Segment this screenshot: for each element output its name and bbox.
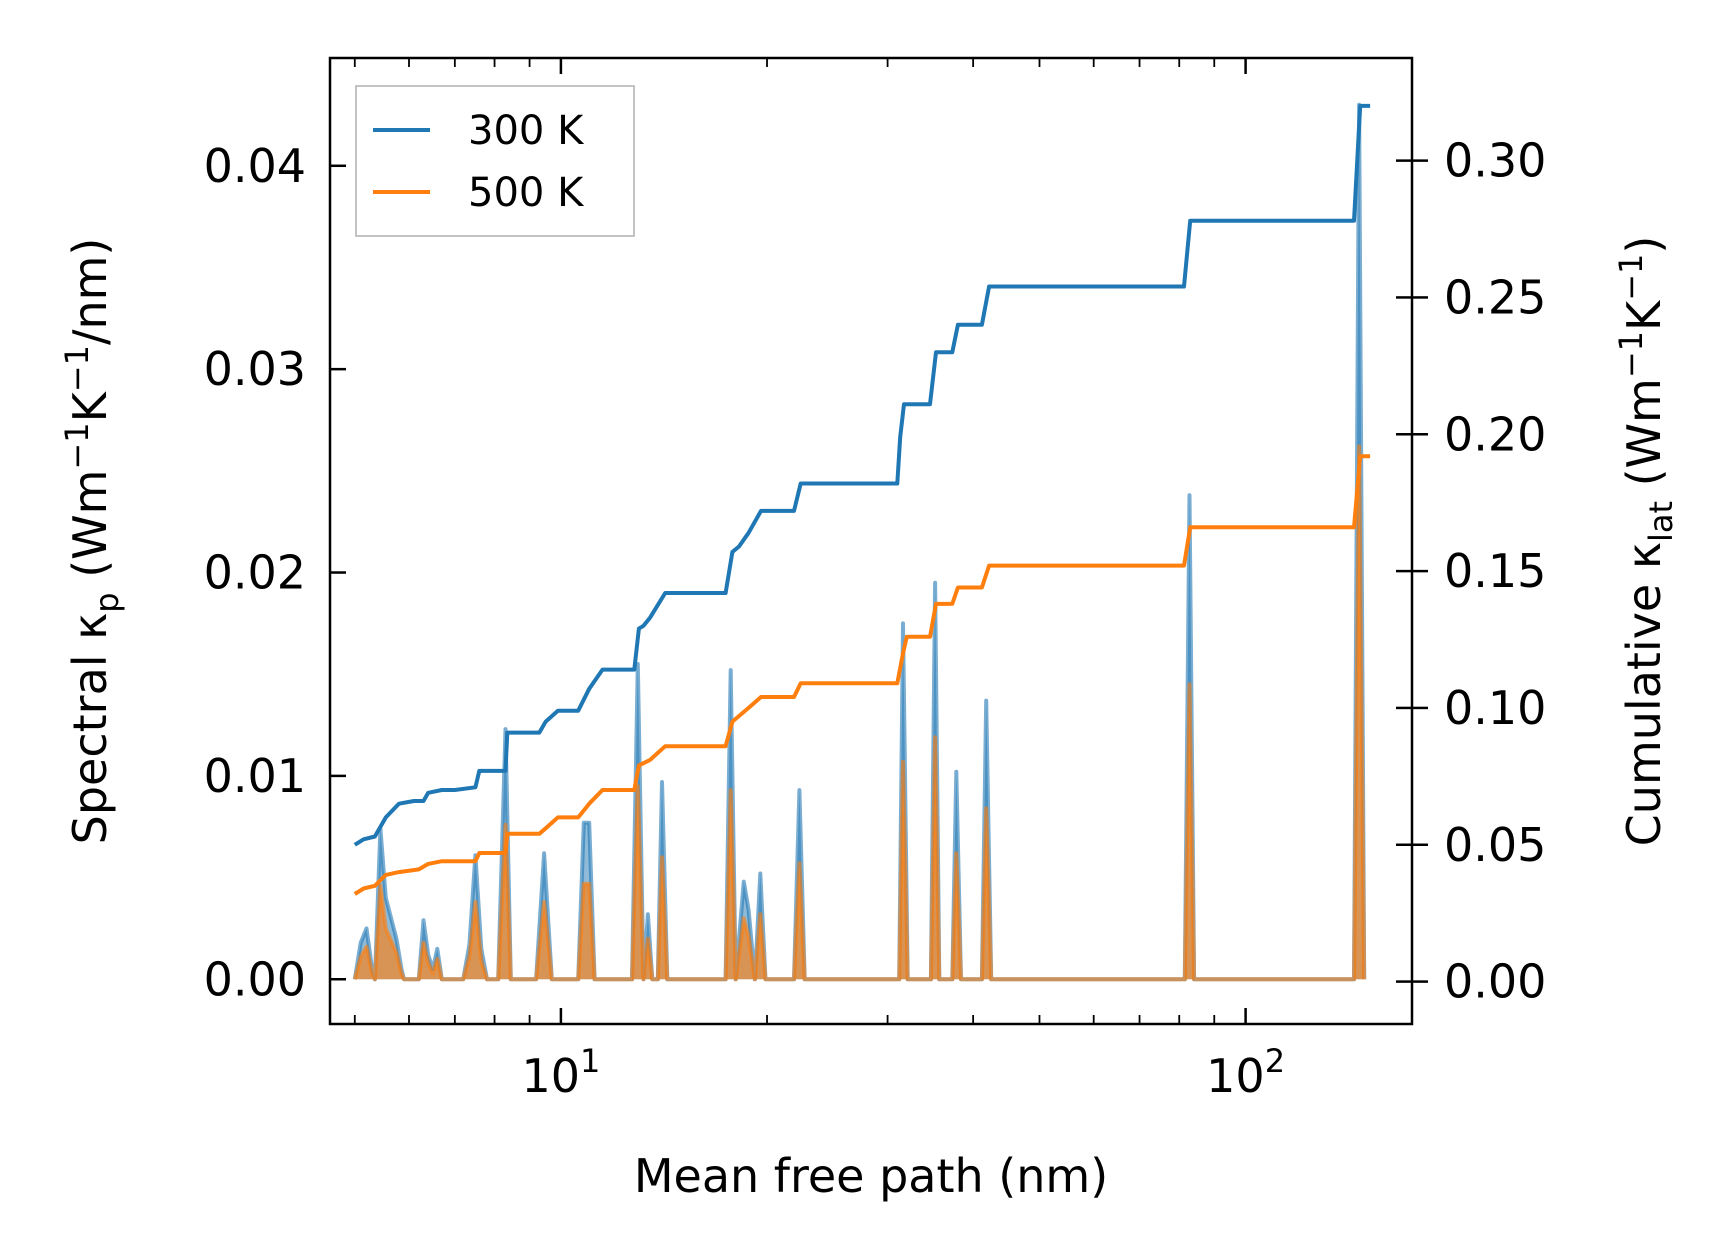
cumulative-layer bbox=[353, 103, 1371, 896]
y-left-mid: K bbox=[63, 390, 117, 422]
cumulative-line-300k bbox=[353, 103, 1371, 847]
y-left-unit-close: /nm) bbox=[63, 238, 117, 345]
y-right-tick-label: 0.20 bbox=[1444, 407, 1546, 461]
legend-box bbox=[355, 85, 635, 237]
y-axis-label-left: Spectral κp (Wm−1K−1/nm) bbox=[58, 238, 126, 845]
x-tick-base: 10 bbox=[521, 1049, 580, 1103]
x-tick-exp: 2 bbox=[1265, 1042, 1285, 1080]
y-right-tick-label: 0.30 bbox=[1444, 134, 1546, 188]
y-left-tick-label: 0.00 bbox=[204, 952, 306, 1006]
y-right-tick-label: 0.10 bbox=[1444, 681, 1546, 735]
spectral-line-500k bbox=[352, 444, 1367, 982]
ticks-layer: 101 1020.000.010.020.030.040.000.050.100.… bbox=[204, 58, 1546, 1103]
y-right-unit-close: ) bbox=[1617, 236, 1671, 254]
y-right-tick-label: 0.00 bbox=[1444, 955, 1546, 1009]
y-left-tick-label: 0.02 bbox=[204, 546, 306, 600]
y-right-tick-label: 0.15 bbox=[1444, 544, 1546, 598]
y-left-sub: p bbox=[88, 592, 126, 612]
y-right-mid: K bbox=[1617, 299, 1671, 331]
y-right-tick-label: 0.25 bbox=[1444, 270, 1546, 324]
plot-frame bbox=[328, 56, 1414, 1026]
x-tick-exp: 1 bbox=[580, 1042, 600, 1080]
x-axis-label: Mean free path (nm) bbox=[634, 1149, 1108, 1203]
x-tick-label: 102 bbox=[1206, 1042, 1285, 1103]
y-right-main: Cumulative κ bbox=[1617, 542, 1671, 846]
y-left-sup1: −1 bbox=[58, 422, 96, 469]
y-left-sup2: −1 bbox=[58, 345, 96, 392]
y-left-tick-label: 0.03 bbox=[204, 342, 306, 396]
legend-label-300k: 300 K bbox=[468, 108, 585, 154]
x-tick-base: 10 bbox=[1206, 1049, 1265, 1103]
y-right-tick-label: 0.05 bbox=[1444, 818, 1546, 872]
y-right-unit-open: (Wm bbox=[1617, 378, 1671, 501]
x-tick-label: 101 bbox=[521, 1042, 600, 1103]
legend-label-500k: 500 K bbox=[468, 170, 585, 216]
y-right-sup1: −1 bbox=[1612, 331, 1650, 378]
spectral-layer bbox=[352, 102, 1367, 982]
y-right-sub: lat bbox=[1642, 501, 1680, 542]
y-axis-label-right: Cumulative κlat (Wm−1K−1) bbox=[1612, 236, 1680, 847]
cumulative-line-500k bbox=[353, 454, 1371, 896]
legend: 300 K 500 K bbox=[355, 85, 635, 237]
y-left-unit-open: (Wm bbox=[63, 470, 117, 593]
y-left-tick-label: 0.04 bbox=[204, 139, 306, 193]
y-left-tick-label: 0.01 bbox=[204, 749, 306, 803]
y-left-main: Spectral κ bbox=[63, 613, 117, 845]
y-right-sup2: −1 bbox=[1612, 254, 1650, 301]
